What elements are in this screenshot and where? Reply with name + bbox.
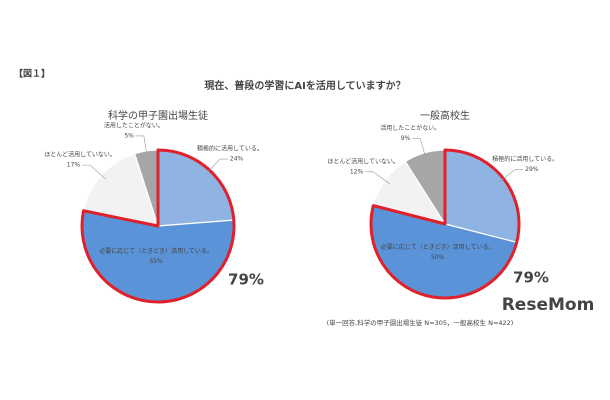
highlight-outline bbox=[80, 148, 236, 304]
slice-value-label: 17% bbox=[67, 162, 81, 169]
highlight-outline bbox=[369, 148, 521, 300]
highlight-annotation: 79% bbox=[228, 271, 264, 289]
leader-line bbox=[205, 158, 228, 175]
logo: ReseMom bbox=[502, 295, 595, 315]
slice-label: 積極的に活用している。 bbox=[197, 145, 263, 153]
slice-value-label: 50% bbox=[431, 254, 445, 261]
footnote: (単一回答,科学の甲子園出場生徒 N=305，一般高校生 N=422) bbox=[327, 318, 514, 327]
slice-label: 活用したことがない。 bbox=[104, 121, 164, 129]
highlight-annotation: 79% bbox=[513, 269, 549, 287]
leader-line bbox=[365, 171, 391, 185]
leader-line bbox=[498, 169, 524, 183]
figure-label: 【図１】 bbox=[14, 69, 50, 80]
slice-value-label: 55% bbox=[149, 258, 163, 265]
slice-label: ほとんど活用していない。 bbox=[327, 157, 399, 165]
figure-title: 現在、普段の学習にAIを活用していますか？ bbox=[204, 79, 405, 92]
slice-value-label: 9% bbox=[401, 135, 411, 142]
leader-line bbox=[135, 135, 148, 157]
slice-label: ほとんど活用していない。 bbox=[44, 151, 116, 159]
slice-label: 活用したことがない。 bbox=[380, 124, 440, 132]
pie-title: 科学の甲子園出場生徒 bbox=[108, 109, 208, 122]
slice-label: 積極的に活用している。 bbox=[492, 155, 558, 163]
slice-label: 必要に応じて（ときどき）活用している。 bbox=[381, 243, 495, 251]
slice-value-label: 29% bbox=[525, 166, 539, 173]
slice-value-label: 12% bbox=[350, 168, 364, 175]
leader-line bbox=[412, 138, 427, 159]
pie-title: 一般高校生 bbox=[420, 109, 470, 122]
slice-value-label: 5% bbox=[124, 132, 134, 139]
slice-value-label: 24% bbox=[230, 156, 244, 163]
slice-label: 必要に応じて（ときどき）活用している。 bbox=[99, 247, 213, 255]
leader-line bbox=[82, 164, 107, 180]
